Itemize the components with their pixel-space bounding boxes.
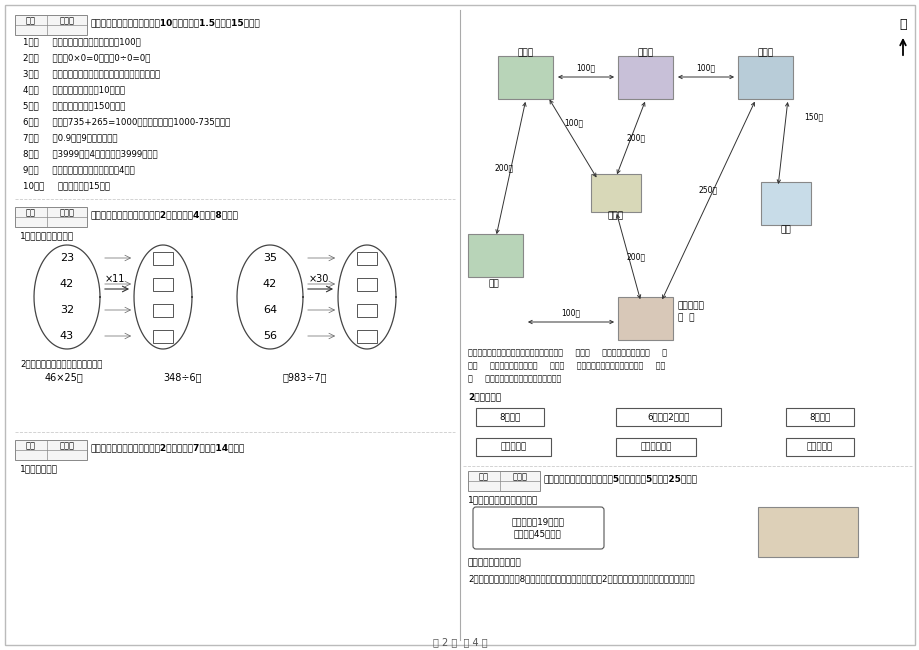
Text: 得分: 得分 [478, 472, 488, 481]
Text: 42: 42 [60, 279, 74, 289]
Text: 6个黄球2个红球: 6个黄球2个红球 [647, 413, 689, 421]
Text: 1、根据图片内容回答问题。: 1、根据图片内容回答问题。 [468, 495, 538, 504]
Text: 可能是黄球: 可能是黄球 [500, 443, 526, 452]
Text: （     ）米到天鹅湖，再从天鹅湖到沙滩。: （ ）米到天鹅湖，再从天鹅湖到沙滩。 [468, 374, 561, 383]
Text: 42: 42 [263, 279, 277, 289]
FancyBboxPatch shape [468, 471, 539, 491]
Text: 100米: 100米 [576, 64, 595, 73]
Text: 200米: 200米 [494, 164, 513, 172]
Text: 沙滩: 沙滩 [780, 225, 790, 234]
Text: 9、（     ）正方形的周长是它的边长的4倍。: 9、（ ）正方形的周长是它的边长的4倍。 [23, 165, 134, 174]
Text: 小丽想从世纪欢乐园大门到沙滩，可以先向（     ）走（     ）米到动物园，再向（     ）: 小丽想从世纪欢乐园大门到沙滩，可以先向（ ）走（ ）米到动物园，再向（ ） [468, 348, 666, 357]
Text: 32: 32 [60, 305, 74, 315]
Text: 6、（     ）根据735+265=1000，可以直接写出1000-735的差。: 6、（ ）根据735+265=1000，可以直接写出1000-735的差。 [23, 117, 230, 126]
Text: 评卷人: 评卷人 [59, 16, 74, 25]
Text: 100米: 100米 [696, 64, 715, 73]
Text: 348÷6＝: 348÷6＝ [163, 372, 201, 382]
Text: 2、连一连。: 2、连一连。 [468, 392, 501, 401]
Text: ×11: ×11 [105, 274, 125, 284]
FancyBboxPatch shape [15, 207, 87, 227]
FancyBboxPatch shape [785, 408, 853, 426]
Text: 64: 64 [263, 305, 277, 315]
FancyBboxPatch shape [153, 278, 173, 291]
Text: 他每天送多少千克水？: 他每天送多少千克水？ [468, 558, 521, 567]
Text: 游乐园: 游乐园 [517, 48, 534, 57]
FancyBboxPatch shape [153, 304, 173, 317]
Text: 8、（     ）3999克与4千克相比，3999克重。: 8、（ ）3999克与4千克相比，3999克重。 [23, 149, 157, 158]
Text: 六、活用知识，解决问题（共5小题，每题5分，共25分）。: 六、活用知识，解决问题（共5小题，每题5分，共25分）。 [543, 474, 698, 483]
Text: 博物馆: 博物馆 [607, 211, 623, 220]
FancyBboxPatch shape [357, 304, 377, 317]
Text: 43: 43 [60, 331, 74, 341]
FancyBboxPatch shape [760, 181, 811, 224]
Text: 四、看清题目，细心计算（共2小题，每题4分，共8分）。: 四、看清题目，细心计算（共2小题，每题4分，共8分）。 [91, 210, 239, 219]
Text: 8个蓝球: 8个蓝球 [809, 413, 830, 421]
Text: 10、（     ）李老师身高15米。: 10、（ ）李老师身高15米。 [23, 181, 110, 190]
Text: 每桶水约重19千克，
我每天送45桶水。: 每桶水约重19千克， 我每天送45桶水。 [511, 517, 564, 539]
Text: 8个红球: 8个红球 [499, 413, 520, 421]
FancyBboxPatch shape [475, 438, 550, 456]
Text: 100米: 100米 [564, 118, 583, 127]
Text: 不可能是红球: 不可能是红球 [640, 443, 671, 452]
Text: 250米: 250米 [698, 185, 717, 194]
FancyBboxPatch shape [15, 440, 87, 460]
FancyBboxPatch shape [738, 55, 792, 99]
Text: ×30: ×30 [308, 274, 328, 284]
Text: 1、算一算，填一填。: 1、算一算，填一填。 [20, 231, 74, 240]
Text: 动物园: 动物园 [637, 48, 653, 57]
Text: 2、（     ）因为0×0=0，所以0÷0=0。: 2、（ ）因为0×0=0，所以0÷0=0。 [23, 53, 150, 62]
FancyBboxPatch shape [498, 55, 553, 99]
Text: 五、认真思考，综合能力（共2小题，每题7分，共14分）。: 五、认真思考，综合能力（共2小题，每题7分，共14分）。 [91, 443, 245, 452]
Text: 评卷人: 评卷人 [512, 472, 527, 481]
Text: 评卷人: 评卷人 [59, 208, 74, 217]
FancyBboxPatch shape [785, 438, 853, 456]
FancyBboxPatch shape [616, 438, 696, 456]
FancyBboxPatch shape [590, 174, 641, 212]
Text: 走（     ）米到天鹅湖，再向（     ）走（     ）米就到了沙滩；也可以先向（     ）走: 走（ ）米到天鹅湖，再向（ ）走（ ）米就到了沙滩；也可以先向（ ）走 [468, 361, 664, 370]
Text: 牧场: 牧场 [488, 279, 499, 288]
Text: 23: 23 [60, 253, 74, 263]
Text: 3、（     ）所有的大月都是单月，所有的小月都是双月。: 3、（ ）所有的大月都是单月，所有的小月都是双月。 [23, 69, 160, 78]
Text: 150米: 150米 [803, 112, 823, 122]
Text: 100米: 100米 [561, 309, 580, 317]
Text: 北: 北 [898, 18, 906, 31]
Text: 世纪欢乐园
大  门: 世纪欢乐园 大 门 [677, 302, 704, 322]
FancyBboxPatch shape [475, 408, 543, 426]
FancyBboxPatch shape [757, 507, 857, 557]
Text: 得分: 得分 [26, 16, 36, 25]
Text: 2、列竖式计算。（带＊的要验算）: 2、列竖式计算。（带＊的要验算） [20, 359, 102, 368]
FancyBboxPatch shape [616, 408, 720, 426]
FancyBboxPatch shape [472, 507, 604, 549]
Text: 200米: 200米 [626, 252, 645, 261]
FancyBboxPatch shape [357, 252, 377, 265]
Text: 1、看图填空：: 1、看图填空： [20, 464, 58, 473]
Text: 2、一个正方形边长是8分米，另一个正方形的边长是它的2倍，另一个正方形的周长是多少分米？: 2、一个正方形边长是8分米，另一个正方形的边长是它的2倍，另一个正方形的周长是多… [468, 574, 694, 583]
FancyBboxPatch shape [468, 233, 523, 276]
Text: 200米: 200米 [626, 133, 645, 142]
FancyBboxPatch shape [357, 330, 377, 343]
Text: 得分: 得分 [26, 208, 36, 217]
FancyBboxPatch shape [15, 15, 87, 35]
Text: 评卷人: 评卷人 [59, 441, 74, 450]
Text: 第 2 页  共 4 页: 第 2 页 共 4 页 [432, 637, 487, 647]
FancyBboxPatch shape [153, 330, 173, 343]
Text: 一定是红球: 一定是红球 [806, 443, 833, 452]
Text: ＊983÷7＝: ＊983÷7＝ [283, 372, 327, 382]
Text: 天鹅湖: 天鹅湖 [757, 48, 773, 57]
Text: 4、（     ）小明家客厅面积是10公顷。: 4、（ ）小明家客厅面积是10公顷。 [23, 85, 125, 94]
Text: 7、（     ）0.9里有9个十分之一。: 7、（ ）0.9里有9个十分之一。 [23, 133, 118, 142]
Text: 56: 56 [263, 331, 277, 341]
Text: 1、（     ）两个面积单位之间的进率是100。: 1、（ ）两个面积单位之间的进率是100。 [23, 37, 141, 46]
Text: 得分: 得分 [26, 441, 36, 450]
FancyBboxPatch shape [618, 55, 673, 99]
Text: 35: 35 [263, 253, 277, 263]
FancyBboxPatch shape [618, 296, 673, 339]
Text: 46×25＝: 46×25＝ [45, 372, 84, 382]
FancyBboxPatch shape [153, 252, 173, 265]
Text: 三、仔细推敲，正确判断（共10小题，每题1.5分，共15分）。: 三、仔细推敲，正确判断（共10小题，每题1.5分，共15分）。 [91, 18, 260, 27]
FancyBboxPatch shape [357, 278, 377, 291]
Text: 5、（     ）一本故事书约重150千克。: 5、（ ）一本故事书约重150千克。 [23, 101, 125, 110]
